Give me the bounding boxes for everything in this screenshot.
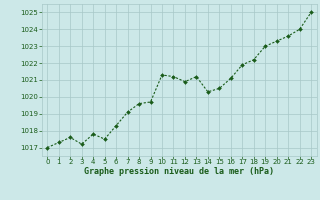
X-axis label: Graphe pression niveau de la mer (hPa): Graphe pression niveau de la mer (hPa) [84,167,274,176]
